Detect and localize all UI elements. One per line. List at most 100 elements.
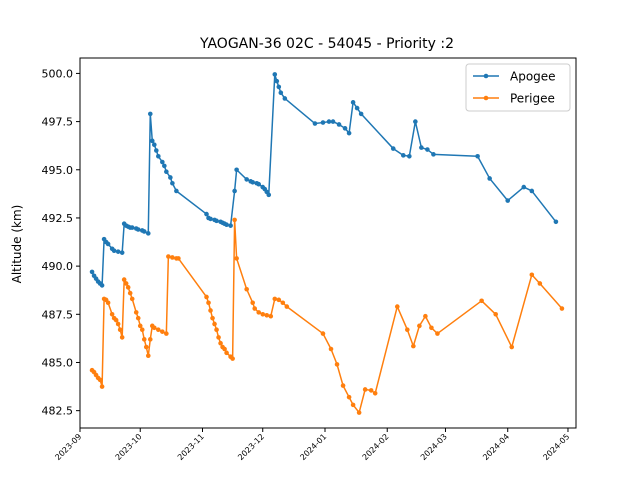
y-axis-label: Altitude (km): [10, 205, 24, 284]
apogee-point: [320, 120, 326, 125]
apogee-point: [521, 184, 527, 190]
apogee-point: [147, 111, 153, 117]
perigee-point: [109, 312, 115, 317]
apogee-point: [141, 229, 147, 234]
apogee-point: [160, 159, 165, 165]
apogee-point: [115, 249, 121, 254]
apogee-point: [244, 177, 249, 182]
apogee-point: [99, 283, 105, 288]
perigee-point: [97, 377, 103, 383]
perigee-point: [509, 344, 515, 350]
perigee-point: [368, 388, 374, 393]
apogee-point: [266, 192, 272, 198]
perigee-point: [232, 217, 237, 223]
apogee-point: [505, 198, 511, 203]
y-tick-label: 485.0: [42, 356, 74, 369]
perigee-point: [334, 362, 340, 367]
apogee-point: [278, 90, 284, 95]
perigee-point: [206, 300, 211, 306]
perigee-point: [218, 340, 223, 346]
perigee-point: [423, 313, 428, 319]
perigee-point: [260, 312, 266, 317]
perigee-point: [244, 286, 249, 292]
apogee-point: [487, 176, 492, 181]
apogee-point: [234, 167, 239, 173]
apogee-point: [164, 169, 169, 174]
y-tick-label: 497.5: [42, 116, 74, 129]
perigee-point: [264, 312, 270, 318]
perigee-point: [411, 343, 416, 349]
perigee-point: [272, 296, 278, 302]
perigee-point: [284, 304, 290, 309]
perigee-point: [435, 331, 440, 336]
perigee-point: [479, 298, 484, 304]
apogee-point: [282, 96, 288, 101]
y-tick-label: 487.5: [42, 308, 74, 321]
perigee-point: [208, 308, 213, 313]
perigee-point: [127, 290, 133, 296]
apogee-point: [250, 180, 255, 185]
perigee-point: [135, 315, 141, 321]
apogee-point: [350, 100, 356, 105]
perigee-point: [252, 306, 257, 311]
perigee-point: [113, 317, 119, 323]
perigee-point: [117, 327, 123, 333]
apogee-point: [346, 130, 352, 136]
perigee-point: [121, 277, 127, 282]
perigee-point: [204, 294, 209, 300]
apogee-point: [407, 153, 412, 159]
legend: Apogee Perigee: [465, 63, 571, 112]
perigee-point: [170, 255, 175, 260]
perigee-point: [559, 306, 565, 311]
perigee-point: [105, 300, 111, 306]
apogee-point: [431, 152, 436, 157]
perigee-point: [166, 254, 171, 259]
apogee-point: [170, 180, 175, 186]
perigee-point: [164, 331, 169, 336]
perigee-point: [234, 256, 239, 261]
perigee-point: [152, 325, 157, 331]
perigee-point: [160, 329, 165, 334]
series-layer: [89, 72, 565, 415]
perigee-point: [147, 337, 153, 342]
perigee-point: [250, 300, 255, 306]
apogee-point: [162, 163, 167, 169]
apogee-point: [553, 219, 559, 225]
perigee-point: [141, 337, 147, 342]
apogee-point: [135, 227, 141, 232]
apogee-point: [214, 218, 219, 224]
perigee-point: [537, 281, 543, 286]
axes-frame: [79, 57, 577, 429]
apogee-series: [89, 72, 559, 288]
perigee-point: [156, 327, 161, 333]
apogee-point: [204, 211, 209, 217]
perigee-point: [230, 356, 235, 361]
apogee-point: [152, 142, 157, 148]
perigee-point: [394, 304, 400, 309]
apogee-point: [330, 119, 336, 124]
perigee-point: [119, 335, 125, 340]
perigee-point: [139, 327, 145, 333]
apogee-point: [129, 225, 135, 230]
apogee-point: [358, 111, 364, 117]
chart-title: YAOGAN-36 02C - 54045 - Priority :2: [199, 36, 454, 52]
perigee-point: [129, 296, 135, 302]
apogee-point: [119, 250, 125, 255]
perigee-point: [133, 310, 139, 315]
apogee-point: [419, 145, 424, 150]
perigee-point: [405, 327, 410, 333]
perigee-point: [280, 300, 286, 306]
apogee-point: [256, 181, 262, 187]
apogee-point: [312, 121, 318, 126]
apogee-point: [529, 188, 535, 194]
y-axis: 482.5 485.0 487.5 490.0 492.5 495.0 497.5 500.0: [42, 67, 80, 418]
perigee-point: [429, 325, 434, 331]
apogee-point: [154, 148, 159, 153]
perigee-point: [212, 321, 217, 327]
apogee-point: [224, 222, 229, 227]
perigee-point: [176, 256, 181, 261]
apogee-point: [390, 146, 396, 151]
apogee-point: [105, 241, 111, 247]
apogee-point: [228, 223, 233, 228]
